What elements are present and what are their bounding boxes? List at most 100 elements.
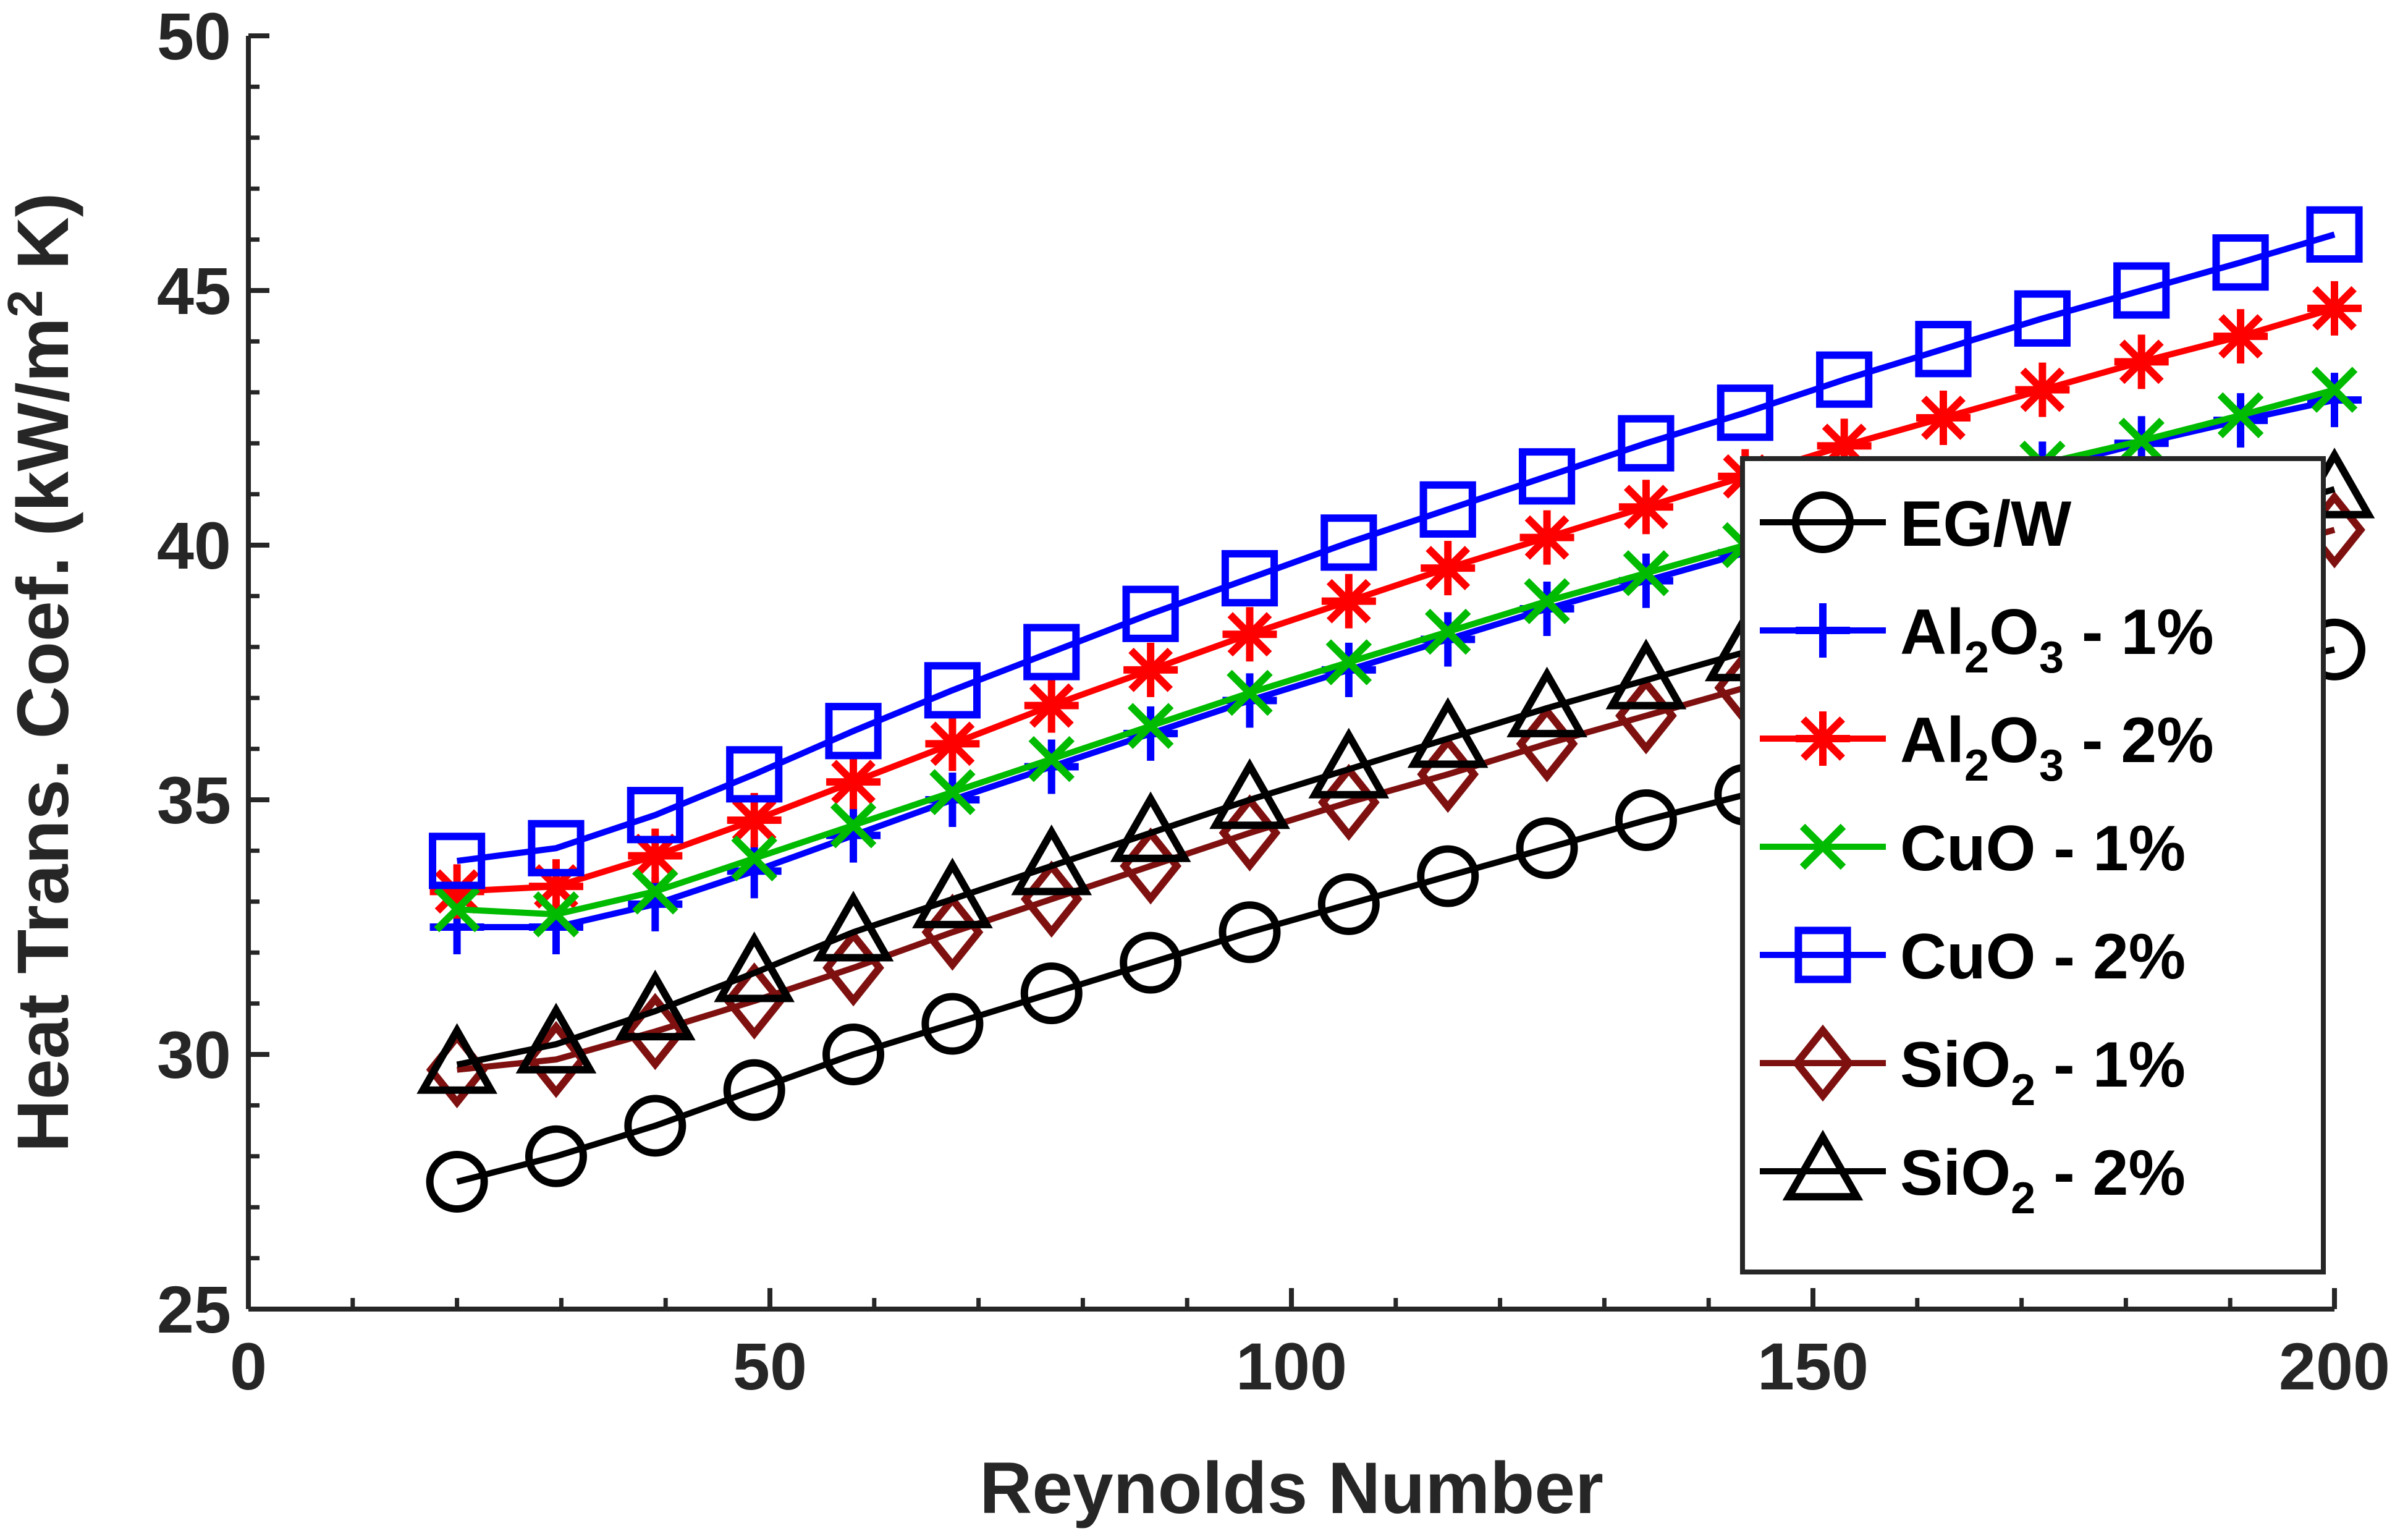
- data-point: [826, 808, 881, 863]
- data-point: [1222, 607, 1277, 662]
- data-point: [1424, 608, 1471, 655]
- data-point: [1618, 415, 1675, 472]
- data-point: [525, 1125, 587, 1187]
- data-point: [1506, 666, 1587, 737]
- data-point: [731, 835, 777, 882]
- data-point: [1317, 873, 1380, 935]
- data-point: [624, 993, 686, 1071]
- data-point: [1421, 541, 1476, 596]
- legend-marker: [1794, 926, 1851, 983]
- data-point: [1518, 448, 1576, 505]
- data-point: [528, 820, 585, 876]
- data-point: [628, 876, 683, 931]
- data-point: [1127, 703, 1174, 749]
- data-point: [1028, 736, 1075, 782]
- legend-entry[interactable]: Al2O3 - 2%: [1760, 705, 2214, 791]
- data-point: [426, 1151, 488, 1213]
- legend-entry[interactable]: SiO2 - 2%: [1760, 1129, 2186, 1223]
- data-point: [2307, 373, 2362, 428]
- data-point: [1519, 510, 1574, 565]
- x-tick-label: 100: [1236, 1329, 1347, 1404]
- series-line: [457, 305, 2336, 895]
- legend-label: EG/W: [1900, 488, 2072, 560]
- data-point: [921, 993, 984, 1055]
- y-tick-label: 25: [157, 1272, 231, 1347]
- data-point: [1915, 321, 1972, 378]
- legend-marker: [1782, 1129, 1864, 1201]
- data-point: [1209, 758, 1290, 829]
- legend-label: Al2O3 - 2%: [1900, 705, 2214, 791]
- legend-label: Al2O3 - 1%: [1900, 596, 2214, 682]
- data-point: [416, 1023, 497, 1094]
- data-point: [2014, 290, 2071, 347]
- data-point: [1417, 845, 1479, 907]
- data-point: [822, 1024, 885, 1085]
- legend-entry[interactable]: CuO - 1%: [1760, 813, 2186, 884]
- data-point: [912, 857, 993, 928]
- data-point: [826, 755, 881, 810]
- data-point: [2118, 417, 2165, 464]
- legend-marker: [1796, 603, 1850, 658]
- legend-label: SiO2 - 2%: [1900, 1137, 2186, 1223]
- data-point: [813, 891, 894, 962]
- data-point: [726, 746, 783, 803]
- series-line: [456, 231, 2336, 864]
- legend-entry[interactable]: Al2O3 - 1%: [1760, 596, 2214, 682]
- data-point: [624, 1095, 686, 1157]
- legend-entry[interactable]: EG/W: [1760, 488, 2072, 560]
- y-tick-label: 45: [157, 253, 231, 328]
- data-point: [727, 844, 782, 899]
- y-axis-label: Heat Trans. Coef. (kW/m2 K): [0, 193, 84, 1153]
- series-cuo-2-: [429, 206, 2363, 889]
- data-point: [825, 703, 882, 760]
- legend-entry[interactable]: CuO - 2%: [1760, 921, 2186, 993]
- data-point: [429, 864, 484, 919]
- data-point: [1817, 418, 1872, 473]
- x-tick-label: 150: [1757, 1329, 1869, 1404]
- data-point: [2212, 234, 2269, 291]
- data-point: [1219, 901, 1281, 964]
- legend-marker: [1792, 491, 1854, 553]
- data-point: [1122, 585, 1179, 642]
- data-point: [1320, 514, 1377, 571]
- data-point: [2217, 392, 2264, 439]
- legend-marker: [1792, 1024, 1854, 1102]
- data-point: [1717, 384, 1773, 441]
- data-point: [533, 891, 580, 938]
- data-point: [2113, 262, 2170, 319]
- legend-label: CuO - 2%: [1900, 921, 2186, 993]
- data-point: [1120, 931, 1182, 994]
- data-point: [1020, 962, 1083, 1025]
- data-point: [727, 792, 782, 847]
- data-point: [1110, 791, 1191, 862]
- data-point: [515, 1003, 597, 1074]
- y-tick-label: 50: [157, 0, 231, 74]
- data-point: [2311, 367, 2358, 413]
- legend-marker: [1796, 711, 1850, 766]
- data-point: [1011, 825, 1092, 896]
- data-point: [723, 1059, 785, 1121]
- legend-entry[interactable]: SiO2 - 1%: [1760, 1024, 2186, 1115]
- x-tick-label: 200: [2279, 1329, 2390, 1404]
- data-point: [1123, 642, 1178, 697]
- data-point: [1916, 391, 1971, 445]
- x-axis-label: Reynolds Number: [979, 1448, 1603, 1529]
- data-point: [1221, 549, 1278, 607]
- legend-label: SiO2 - 1%: [1900, 1029, 2186, 1115]
- data-point: [1024, 678, 1079, 733]
- data-point: [929, 769, 976, 815]
- data-point: [830, 802, 877, 849]
- x-tick-label: 50: [733, 1329, 807, 1404]
- data-point: [2213, 309, 2268, 364]
- legend-marker: [1799, 823, 1846, 870]
- legend[interactable]: EG/W Al2O3 - 1% Al2O3 - 2% CuO - 1% CuO - 2%…: [1740, 456, 2326, 1274]
- data-point: [1615, 789, 1677, 851]
- data-point: [1516, 817, 1578, 880]
- data-point: [628, 828, 683, 883]
- data-point: [924, 662, 981, 719]
- data-point: [1321, 574, 1376, 629]
- data-point: [1308, 727, 1390, 799]
- data-point: [1227, 669, 1273, 716]
